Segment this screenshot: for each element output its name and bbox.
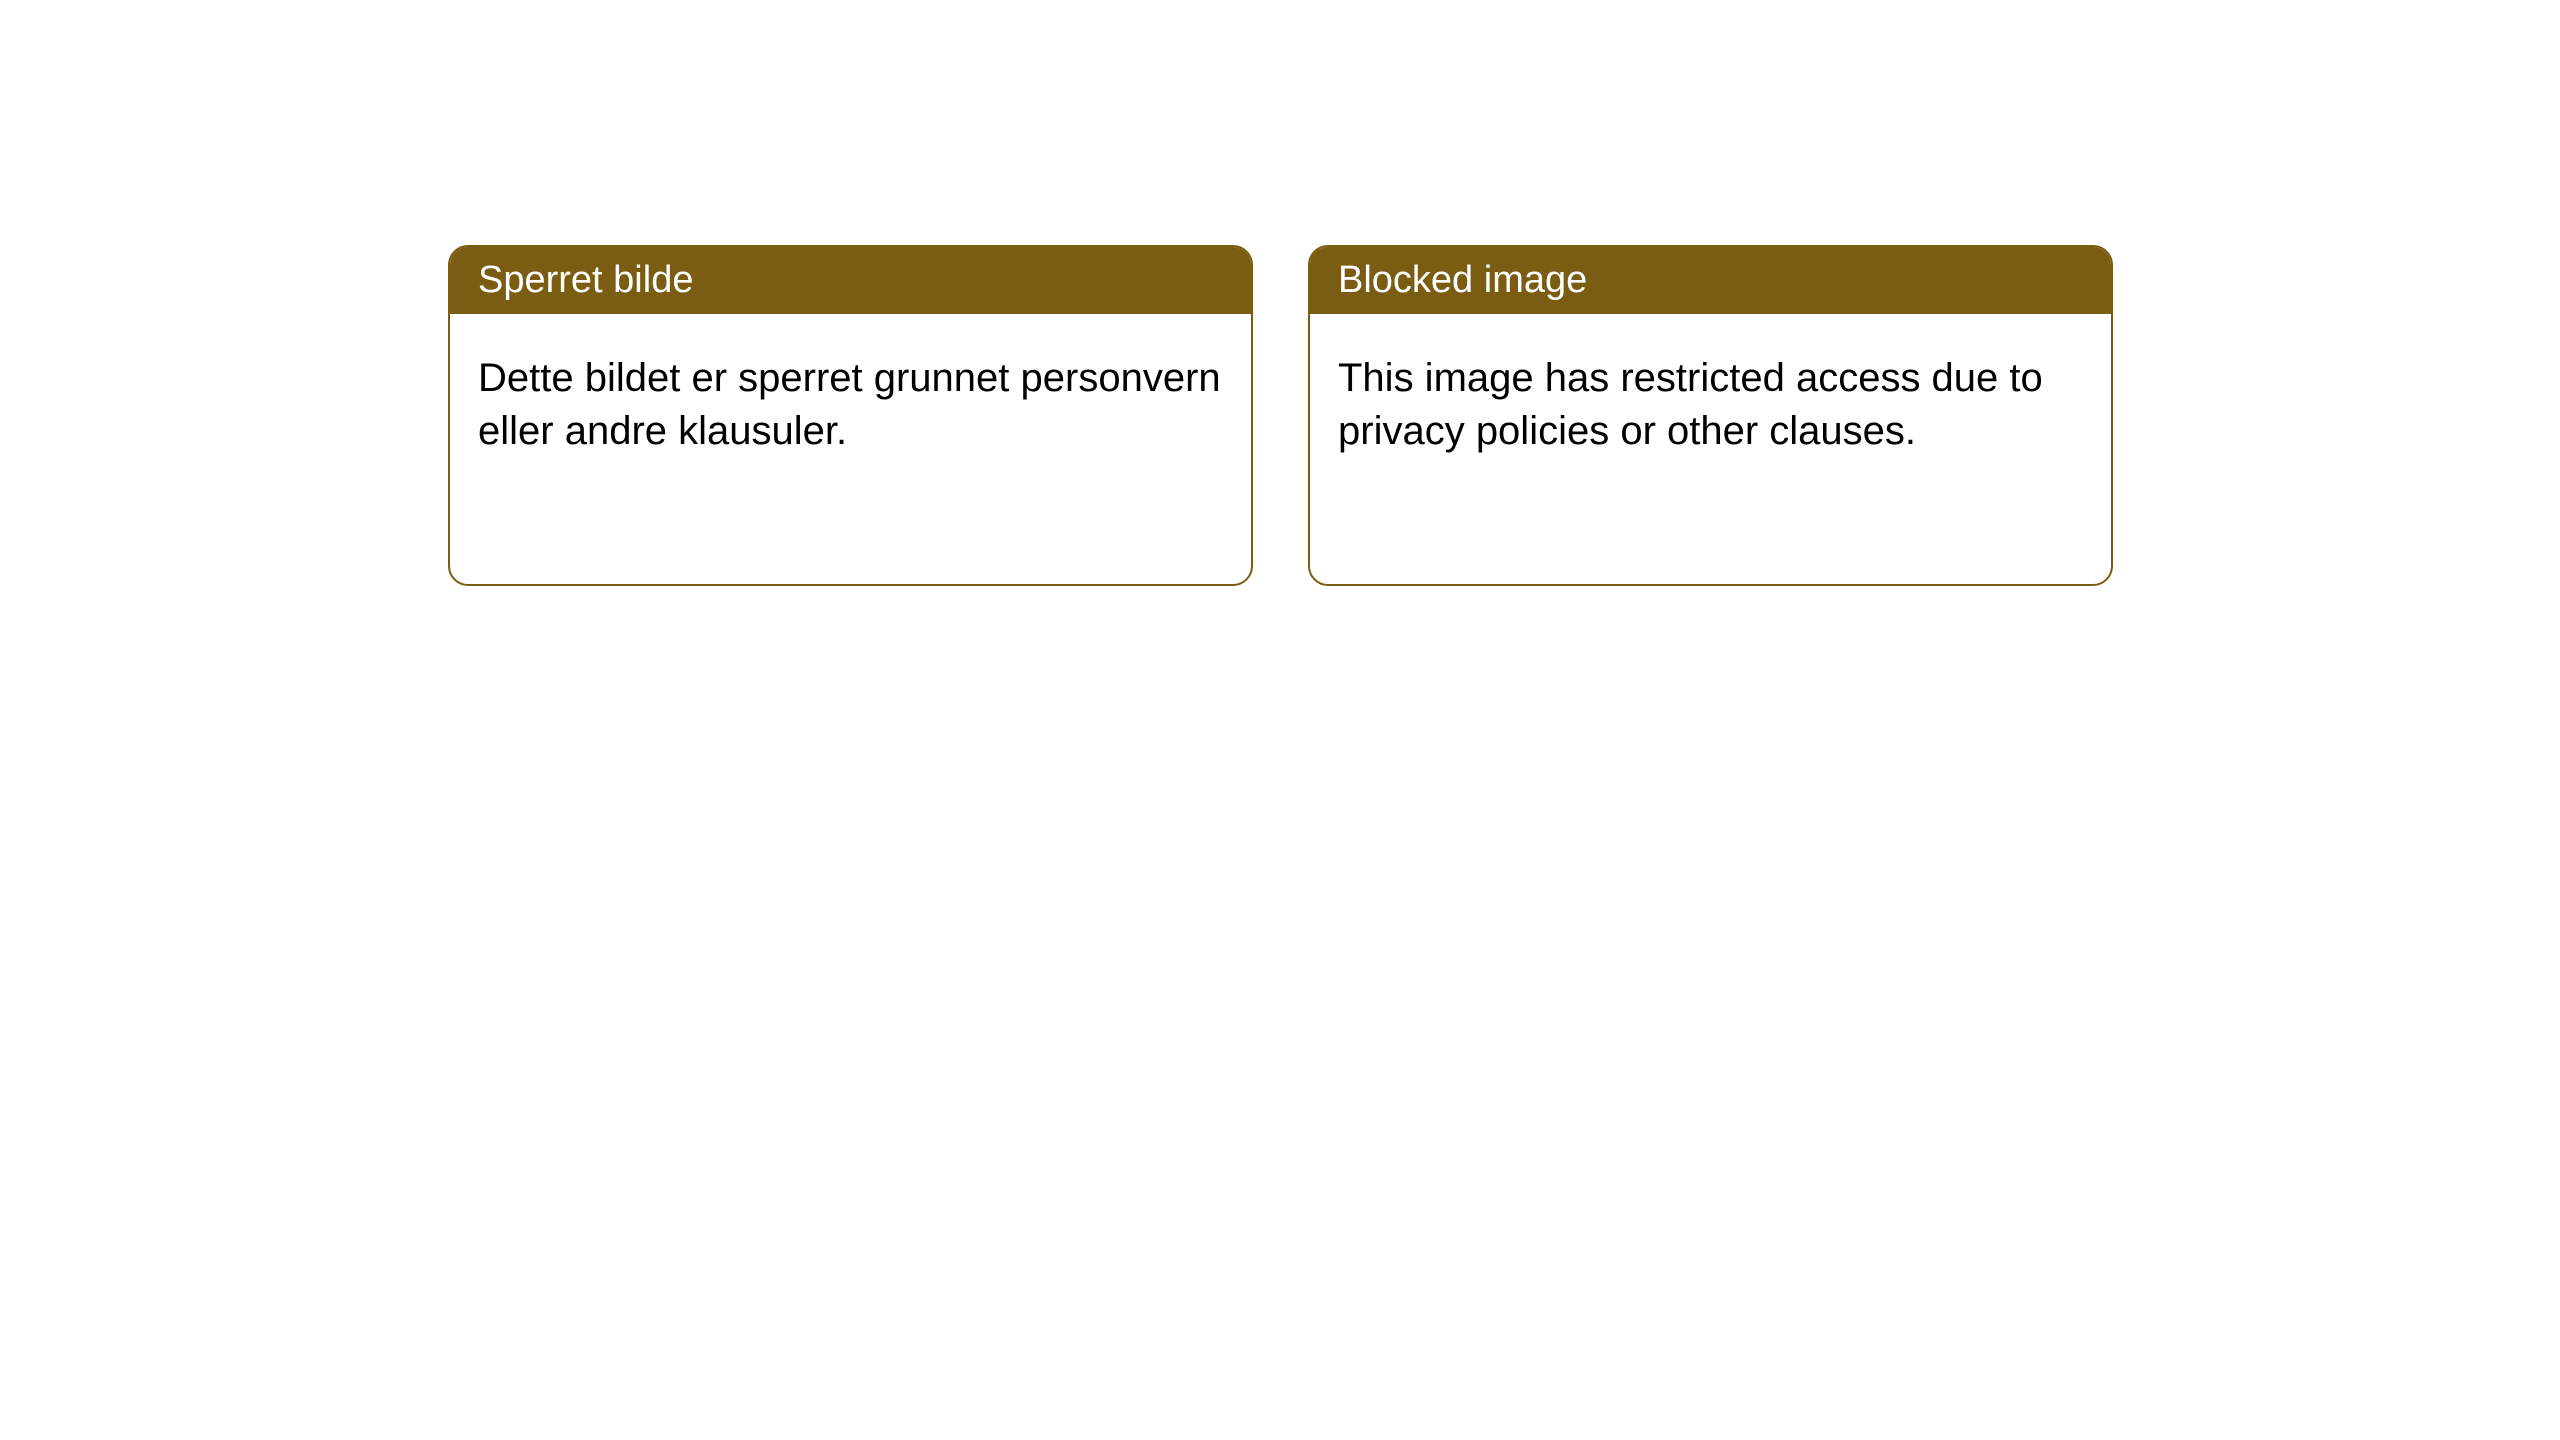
notice-card-header: Sperret bilde (450, 247, 1251, 314)
notice-card-title: Sperret bilde (478, 259, 693, 301)
notice-cards-container: Sperret bilde Dette bildet er sperret gr… (448, 245, 2113, 586)
notice-card-title: Blocked image (1338, 259, 1587, 301)
notice-card-text: Dette bildet er sperret grunnet personve… (478, 352, 1223, 458)
notice-card-text: This image has restricted access due to … (1338, 352, 2083, 458)
notice-card-body: Dette bildet er sperret grunnet personve… (450, 314, 1251, 584)
notice-card-body: This image has restricted access due to … (1310, 314, 2111, 584)
notice-card-norwegian: Sperret bilde Dette bildet er sperret gr… (448, 245, 1253, 586)
notice-card-english: Blocked image This image has restricted … (1308, 245, 2113, 586)
notice-card-header: Blocked image (1310, 247, 2111, 314)
